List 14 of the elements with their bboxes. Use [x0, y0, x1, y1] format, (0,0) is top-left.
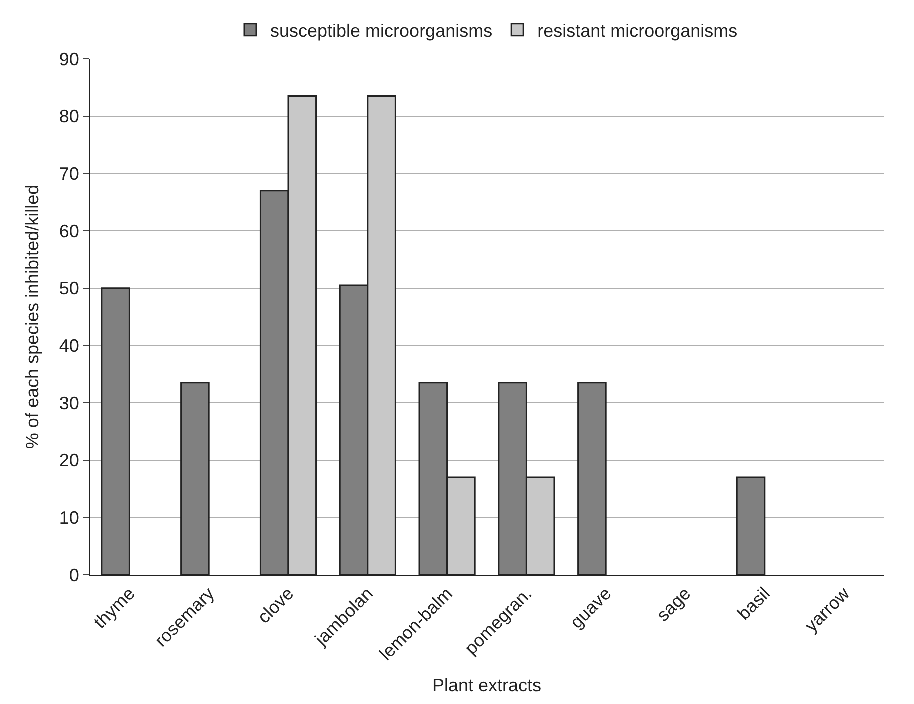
y-tick-label: 80: [59, 106, 80, 127]
y-tick-label: 20: [59, 450, 80, 471]
y-tick-label: 0: [69, 565, 80, 586]
legend-label: susceptible microorganisms: [270, 20, 493, 41]
y-tick-label: 90: [59, 49, 80, 70]
legend-label: resistant microorganisms: [538, 20, 738, 41]
y-axis-title: % of each species inhibited/killed: [22, 184, 43, 450]
y-tick-label: 70: [59, 164, 80, 184]
y-tick-label: 50: [59, 278, 80, 299]
x-axis-title: Plant extracts: [432, 675, 542, 696]
y-tick-label: 60: [59, 221, 80, 242]
y-tick-label: 10: [59, 508, 80, 528]
y-tick-label: 30: [59, 393, 80, 414]
y-tick-label: 40: [59, 336, 80, 356]
